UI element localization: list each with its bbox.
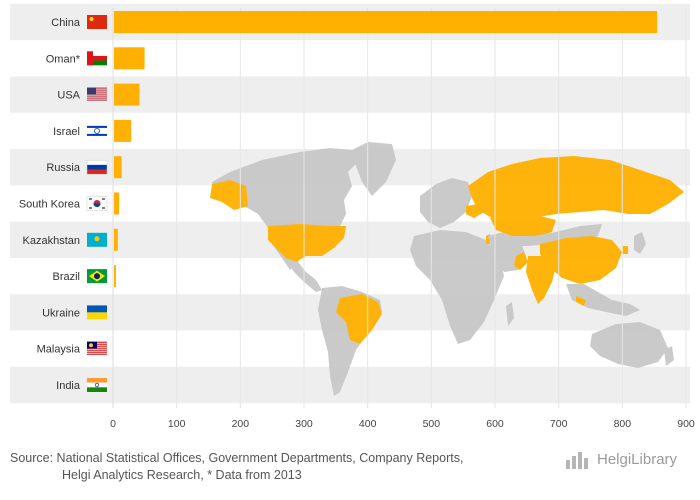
bar[interactable] bbox=[114, 192, 120, 215]
bars bbox=[114, 11, 658, 288]
brazil-flag bbox=[87, 269, 107, 284]
x-tick-label: 200 bbox=[232, 418, 250, 430]
helgi-library-icon bbox=[566, 452, 588, 469]
bar[interactable] bbox=[114, 265, 116, 288]
map-russia bbox=[468, 156, 684, 220]
x-axis-ticks: 0 100 200 300 400 500 600 700 800 900 bbox=[110, 418, 695, 430]
category-label: Oman* bbox=[46, 53, 81, 65]
source-note: Source: National Statistical Offices, Go… bbox=[10, 450, 550, 484]
ukraine-flag bbox=[87, 305, 107, 320]
category-label: Ukraine bbox=[42, 307, 80, 319]
map-china bbox=[540, 236, 622, 284]
category-label: Israel bbox=[53, 126, 80, 138]
map-australia bbox=[590, 322, 668, 368]
category-label: Malaysia bbox=[37, 344, 81, 356]
country-flags bbox=[86, 15, 108, 392]
row-band bbox=[10, 76, 690, 113]
x-tick-label: 300 bbox=[295, 418, 313, 430]
china-flag bbox=[87, 15, 107, 29]
category-label: USA bbox=[57, 90, 80, 102]
bar[interactable] bbox=[114, 11, 658, 33]
category-label: South Korea bbox=[19, 199, 81, 211]
map-greenland bbox=[352, 142, 396, 196]
category-label: China bbox=[51, 17, 81, 29]
map-europe bbox=[420, 178, 472, 228]
category-labels: China Oman* USA Israel Russia South Korea Kaza… bbox=[19, 17, 81, 392]
map-central-asia bbox=[506, 224, 602, 246]
kazakhstan-flag bbox=[87, 232, 107, 247]
map-malaysia bbox=[576, 296, 586, 306]
map-japan bbox=[634, 232, 646, 254]
map-new-zealand bbox=[664, 346, 674, 366]
south-korea-flag bbox=[86, 196, 108, 211]
x-tick-label: 0 bbox=[110, 418, 116, 430]
map-kazakhstan bbox=[490, 214, 556, 238]
bar[interactable] bbox=[114, 156, 122, 179]
x-tick-label: 800 bbox=[614, 418, 632, 430]
bar[interactable] bbox=[114, 47, 145, 70]
malaysia-flag bbox=[87, 341, 107, 355]
map-south-korea bbox=[622, 246, 628, 254]
x-tick-label: 600 bbox=[486, 418, 504, 430]
x-tick-label: 500 bbox=[423, 418, 441, 430]
map-southeast-asia bbox=[566, 284, 640, 316]
map-central-america bbox=[284, 258, 322, 292]
category-label: Brazil bbox=[52, 271, 80, 283]
row-band bbox=[10, 366, 690, 404]
oman-flag bbox=[87, 51, 107, 66]
source-line-1: Source: National Statistical Offices, Go… bbox=[10, 451, 464, 465]
russia-flag bbox=[86, 159, 108, 175]
map-india bbox=[526, 256, 556, 304]
brand-logo[interactable]: HelgiLibrary bbox=[565, 450, 695, 470]
x-tick-label: 900 bbox=[677, 418, 695, 430]
usa-flag bbox=[87, 87, 107, 101]
israel-flag bbox=[87, 123, 107, 138]
india-flag bbox=[87, 378, 107, 392]
map-africa bbox=[410, 230, 504, 344]
x-tick-label: 400 bbox=[359, 418, 377, 430]
map-madagascar bbox=[506, 302, 514, 326]
map-usa bbox=[268, 224, 346, 262]
world-map bbox=[210, 142, 684, 396]
x-tick-label: 100 bbox=[168, 418, 186, 430]
map-alaska bbox=[210, 180, 248, 210]
category-label: Russia bbox=[46, 162, 81, 174]
bar[interactable] bbox=[114, 83, 140, 106]
category-label: Kazakhstan bbox=[23, 235, 80, 247]
bar-chart: China Oman* USA Israel Russia South Korea Kaza… bbox=[10, 3, 695, 430]
map-brazil bbox=[336, 294, 382, 344]
brand-name: HelgiLibrary bbox=[597, 451, 678, 468]
bar[interactable] bbox=[114, 228, 118, 251]
source-line-2: Helgi Analytics Research, * Data from 20… bbox=[62, 468, 302, 482]
category-label: India bbox=[56, 380, 81, 392]
x-tick-label: 700 bbox=[550, 418, 568, 430]
map-oman bbox=[514, 252, 528, 270]
bar[interactable] bbox=[114, 119, 132, 142]
